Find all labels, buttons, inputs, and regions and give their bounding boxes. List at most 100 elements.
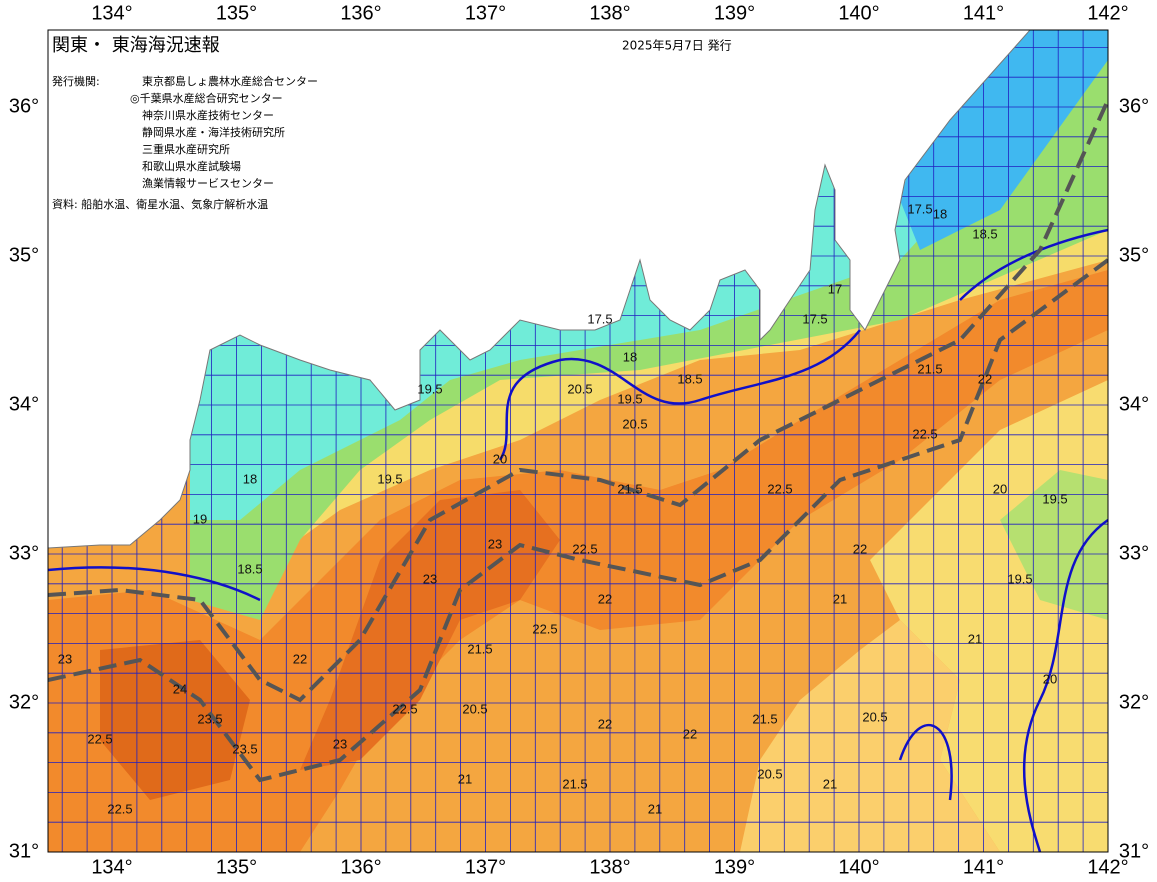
agencies-label: 発行機関: [52,74,100,88]
kuroshio-axis [48,99,1108,703]
sea-surface: 22.5 23 23.5 23.5 24 22.5 22 23 22.5 23 23 22.5 22 22… [48,30,1108,852]
lon-label: 140° [838,856,879,878]
contour-label: 19.5 [417,381,442,396]
contour-label: 18.5 [677,371,702,386]
contour-label: 20.5 [757,766,782,781]
lon-label: 136° [340,2,381,24]
contour-label: 21 [458,771,472,786]
contour-label: 17 [828,281,842,296]
contour-label: 19.5 [1042,491,1067,506]
contour-label: 18 [243,471,257,486]
contour-label: 24 [173,681,187,696]
contour-label: 22 [978,371,992,386]
lon-label: 137° [465,2,506,24]
source: 資料: 船舶水温、衛星水温、気象庁解析水温 [52,197,268,211]
agency: 漁業情報サービスセンター [142,176,274,190]
lat-label: 33° [9,542,39,564]
contour-label: 21.5 [467,641,492,656]
lat-label: 32° [1119,691,1149,713]
agency: 和歌山県水産試験場 [142,159,241,173]
lat-label: 31° [1119,840,1149,862]
isotherm [48,228,1108,602]
contour-label: 21.5 [917,361,942,376]
contour-label: 21.5 [617,481,642,496]
agency: ◎千葉県水産総合研究センター [130,91,283,105]
axis-labels: 134° 134° 135° 135° 136° 136° 137° 137° 138° 138°… [9,2,1149,878]
lon-label: 140° [838,2,879,24]
contour-label: 21 [833,591,847,606]
contour-label: 23 [58,651,72,666]
contour-label: 22.5 [87,731,112,746]
contour-label: 20.5 [567,381,592,396]
contour-label: 21 [823,776,837,791]
contour-label: 20.5 [622,416,647,431]
lon-label: 134° [91,856,132,878]
contour-label: 19.5 [617,391,642,406]
contour-label: 22 [853,541,867,556]
lat-label: 33° [1119,542,1149,564]
contour-label: 19 [193,511,207,526]
band-core [100,640,250,800]
contour-label: 18 [623,349,637,364]
contour-label: 21 [648,801,662,816]
contour-label: 22.5 [912,426,937,441]
contour-label: 21.5 [752,711,777,726]
contour-label: 22.5 [532,621,557,636]
band-kuroshio [48,270,1108,852]
lon-label: 138° [589,856,630,878]
contour-label: 19.5 [377,471,402,486]
contour-label: 20 [993,481,1007,496]
contour-label: 23 [423,571,437,586]
contour-label: 17.5 [907,201,932,216]
contour-labels: 22.5 23 23.5 23.5 24 22.5 22 23 22.5 23 23 22.5 22 22… [58,201,1068,816]
issued-date: 2025年5月7日 発行 [622,39,732,53]
band-east-green [1000,470,1108,620]
contour-label: 21.5 [562,776,587,791]
lon-label: 136° [340,856,381,878]
map-frame [47,29,1109,853]
lon-label: 138° [589,2,630,24]
lat-label: 36° [9,95,39,117]
band-core [300,490,560,770]
contour-label: 23.5 [232,741,257,756]
lat-label: 35° [1119,244,1149,266]
land [48,30,1031,549]
title: 関東・ 東海海況速報 [52,35,220,56]
lat-label: 36° [1119,95,1149,117]
contour-label: 22.5 [392,701,417,716]
lon-label: 141° [963,856,1004,878]
contour-label: 22 [598,591,612,606]
lat-label: 32° [9,691,39,713]
contour-label: 20.5 [462,701,487,716]
agency: 三重県水産研究所 [142,142,230,156]
contour-label: 18.5 [972,226,997,241]
lat-label: 34° [1119,393,1149,415]
lon-label: 139° [714,856,755,878]
lon-label: 142° [1087,2,1128,24]
contour-label: 19.5 [1007,571,1032,586]
lat-label: 35° [9,244,39,266]
band-south [740,620,1000,852]
agency: 東京都島しょ農林水産総合センター [142,74,318,88]
lon-label: 134° [91,2,132,24]
contour-label: 21 [968,631,982,646]
agency: 静岡県水産・海洋技術研究所 [142,125,285,139]
contour-label: 22 [683,726,697,741]
contour-label: 23 [333,736,347,751]
contour-label: 20 [493,451,507,466]
lat-label: 34° [9,393,39,415]
contour-label: 22.5 [572,541,597,556]
isotherm [898,518,1108,852]
lon-label: 135° [216,2,257,24]
contour-label: 17.5 [587,311,612,326]
contour-label: 22.5 [767,481,792,496]
lat-label: 31° [9,840,39,862]
contour-label: 23 [488,536,502,551]
lon-label: 137° [465,856,506,878]
contour-label: 18.5 [237,561,262,576]
lon-label: 139° [714,2,755,24]
agency: 神奈川県水産技術センター [142,108,274,122]
contour-label: 20 [1043,671,1057,686]
lon-label: 142° [1087,856,1128,878]
